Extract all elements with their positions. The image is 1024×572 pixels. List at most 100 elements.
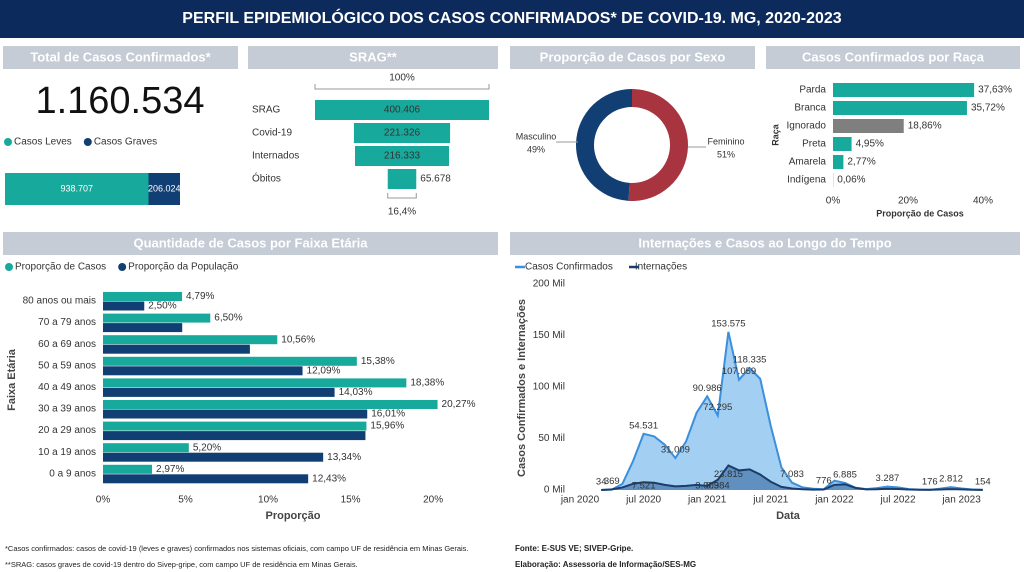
- x-axis-label: Data: [776, 510, 801, 522]
- value-label: 3.287: [876, 473, 900, 484]
- bar-label: 206.024: [148, 183, 181, 193]
- bar: [103, 292, 183, 301]
- x-tick-label: 5%: [178, 495, 193, 506]
- footnote: *Casos confirmados: casos de covid-19 (l…: [5, 544, 469, 553]
- value-label: 31.009: [661, 445, 690, 456]
- x-tick-label: jan 2022: [814, 495, 854, 506]
- category-label: Parda: [799, 85, 826, 96]
- series-line: [601, 464, 983, 491]
- category-label: Ignorado: [787, 121, 827, 132]
- category-label: Internados: [252, 151, 299, 162]
- legend-label: Casos Leves: [14, 137, 72, 148]
- x-tick-label: jan 2020: [560, 495, 600, 506]
- kpi-value: 1.160.534: [35, 80, 204, 122]
- x-tick-label: 0%: [96, 495, 111, 506]
- legend-swatch: [5, 263, 13, 271]
- value-label: 4,95%: [856, 139, 884, 150]
- funnel-bar: [315, 100, 489, 120]
- x-tick-label: 20%: [423, 495, 443, 506]
- legend-swatch: [118, 263, 127, 271]
- y-tick-label: 150 Mil: [533, 330, 565, 341]
- bar: [103, 378, 407, 388]
- category-label: Preta: [802, 139, 826, 150]
- source: Fonte: E-SUS VE; SIVEP-Gripe.: [515, 544, 633, 553]
- bar-segment: [148, 173, 180, 205]
- value-label: 12,09%: [307, 365, 341, 376]
- bar: [103, 335, 278, 345]
- x-tick-label: jul 2020: [625, 495, 661, 506]
- y-tick-label: 200 Mil: [533, 279, 565, 290]
- x-tick-label: jan 2021: [687, 495, 727, 506]
- value-label: 34: [596, 476, 607, 487]
- bar-label: 938.707: [60, 183, 93, 193]
- area-fill: [601, 331, 983, 490]
- bar: [103, 323, 183, 333]
- value-label: 35,72%: [971, 103, 1005, 114]
- value-label: 65.678: [420, 174, 451, 185]
- y-axis-label: Casos Confirmados e Internações: [516, 299, 528, 477]
- source: Elaboração: Assessoria de Informação/SES…: [515, 560, 696, 569]
- x-tick-label: jan 2023: [941, 495, 981, 506]
- value-label: 216.333: [384, 151, 421, 162]
- x-tick-label: 0%: [826, 196, 841, 207]
- category-label: 30 a 39 anos: [38, 404, 96, 415]
- category-label: 80 anos ou mais: [23, 296, 96, 307]
- legend-label: Internações: [635, 262, 687, 273]
- area-fill: [601, 465, 983, 490]
- category-label: 20 a 29 anos: [38, 425, 96, 436]
- category-label: 40 a 49 anos: [38, 382, 96, 393]
- donut-slice: [575, 89, 632, 201]
- category-label: Branca: [794, 103, 826, 114]
- category-label: Feminino: [707, 136, 744, 146]
- x-tick-label: 40%: [973, 196, 993, 207]
- bar: [833, 137, 852, 151]
- value-label: 10,56%: [281, 334, 315, 345]
- value-label: 6.885: [833, 469, 857, 480]
- value-label: 118.335: [733, 355, 767, 366]
- value-label: 2.812: [939, 474, 963, 485]
- bar: [833, 101, 967, 115]
- bar: [103, 452, 324, 462]
- bar: [103, 409, 368, 419]
- bar: [103, 443, 189, 453]
- value-label: 0,06%: [837, 175, 865, 186]
- footnote: **SRAG: casos graves de covid-19 dentro …: [5, 560, 358, 569]
- value-label: 16,01%: [371, 409, 405, 420]
- funnel-top-label: 100%: [389, 73, 415, 84]
- category-label: 50 a 59 anos: [38, 360, 96, 371]
- panel-title: Proporção de Casos por Sexo: [540, 49, 726, 64]
- category-label: Indígena: [787, 175, 826, 186]
- header-bar: [0, 0, 1024, 38]
- value-label: 54.531: [629, 420, 658, 431]
- x-tick-label: jul 2021: [752, 495, 788, 506]
- value-label: 13,34%: [327, 452, 361, 463]
- bar: [103, 344, 250, 354]
- panel-title: Casos Confirmados por Raça: [802, 49, 985, 64]
- panel-title-bar: [510, 46, 755, 69]
- legend-label: Casos Confirmados: [525, 262, 613, 273]
- value-label: 20,27%: [442, 399, 476, 410]
- x-axis-label: Proporção de Casos: [876, 208, 964, 218]
- bar: [103, 400, 438, 409]
- donut-slice: [628, 89, 688, 201]
- category-label: SRAG: [252, 105, 281, 116]
- value-label: 7.521: [632, 481, 656, 492]
- bar: [103, 301, 145, 311]
- bar: [103, 431, 366, 441]
- value-label: 90.986: [693, 383, 722, 394]
- value-label: 23.815: [714, 469, 743, 480]
- funnel-bar: [354, 146, 450, 166]
- category-label: 0 a 9 anos: [49, 468, 96, 479]
- value-label: 107.059: [722, 366, 756, 377]
- category-label: Óbitos: [252, 172, 281, 185]
- panel-title: Total de Casos Confirmados*: [30, 49, 211, 64]
- category-label: 10 a 19 anos: [38, 447, 96, 458]
- value-label: 51%: [717, 149, 735, 159]
- value-label: 2,97%: [156, 464, 184, 475]
- value-label: 2,50%: [148, 301, 176, 312]
- funnel-bottom-label: 16,4%: [388, 207, 416, 218]
- bracket: [387, 193, 417, 199]
- panel-title: Internações e Casos ao Longo do Tempo: [638, 235, 891, 250]
- value-label: 49%: [527, 144, 545, 154]
- value-label: 7.083: [780, 469, 804, 480]
